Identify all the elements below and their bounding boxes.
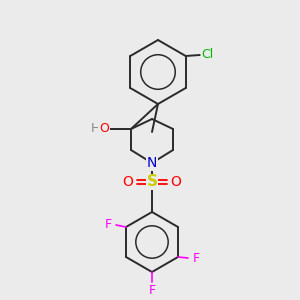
Text: N: N [147, 156, 157, 170]
Text: Cl: Cl [202, 49, 214, 62]
Text: O: O [171, 175, 182, 189]
Text: F: F [104, 218, 112, 232]
Text: O: O [99, 122, 109, 136]
Text: S: S [146, 175, 158, 190]
Text: O: O [123, 175, 134, 189]
Text: F: F [148, 284, 156, 296]
Text: H: H [90, 122, 100, 136]
Text: F: F [192, 251, 200, 265]
